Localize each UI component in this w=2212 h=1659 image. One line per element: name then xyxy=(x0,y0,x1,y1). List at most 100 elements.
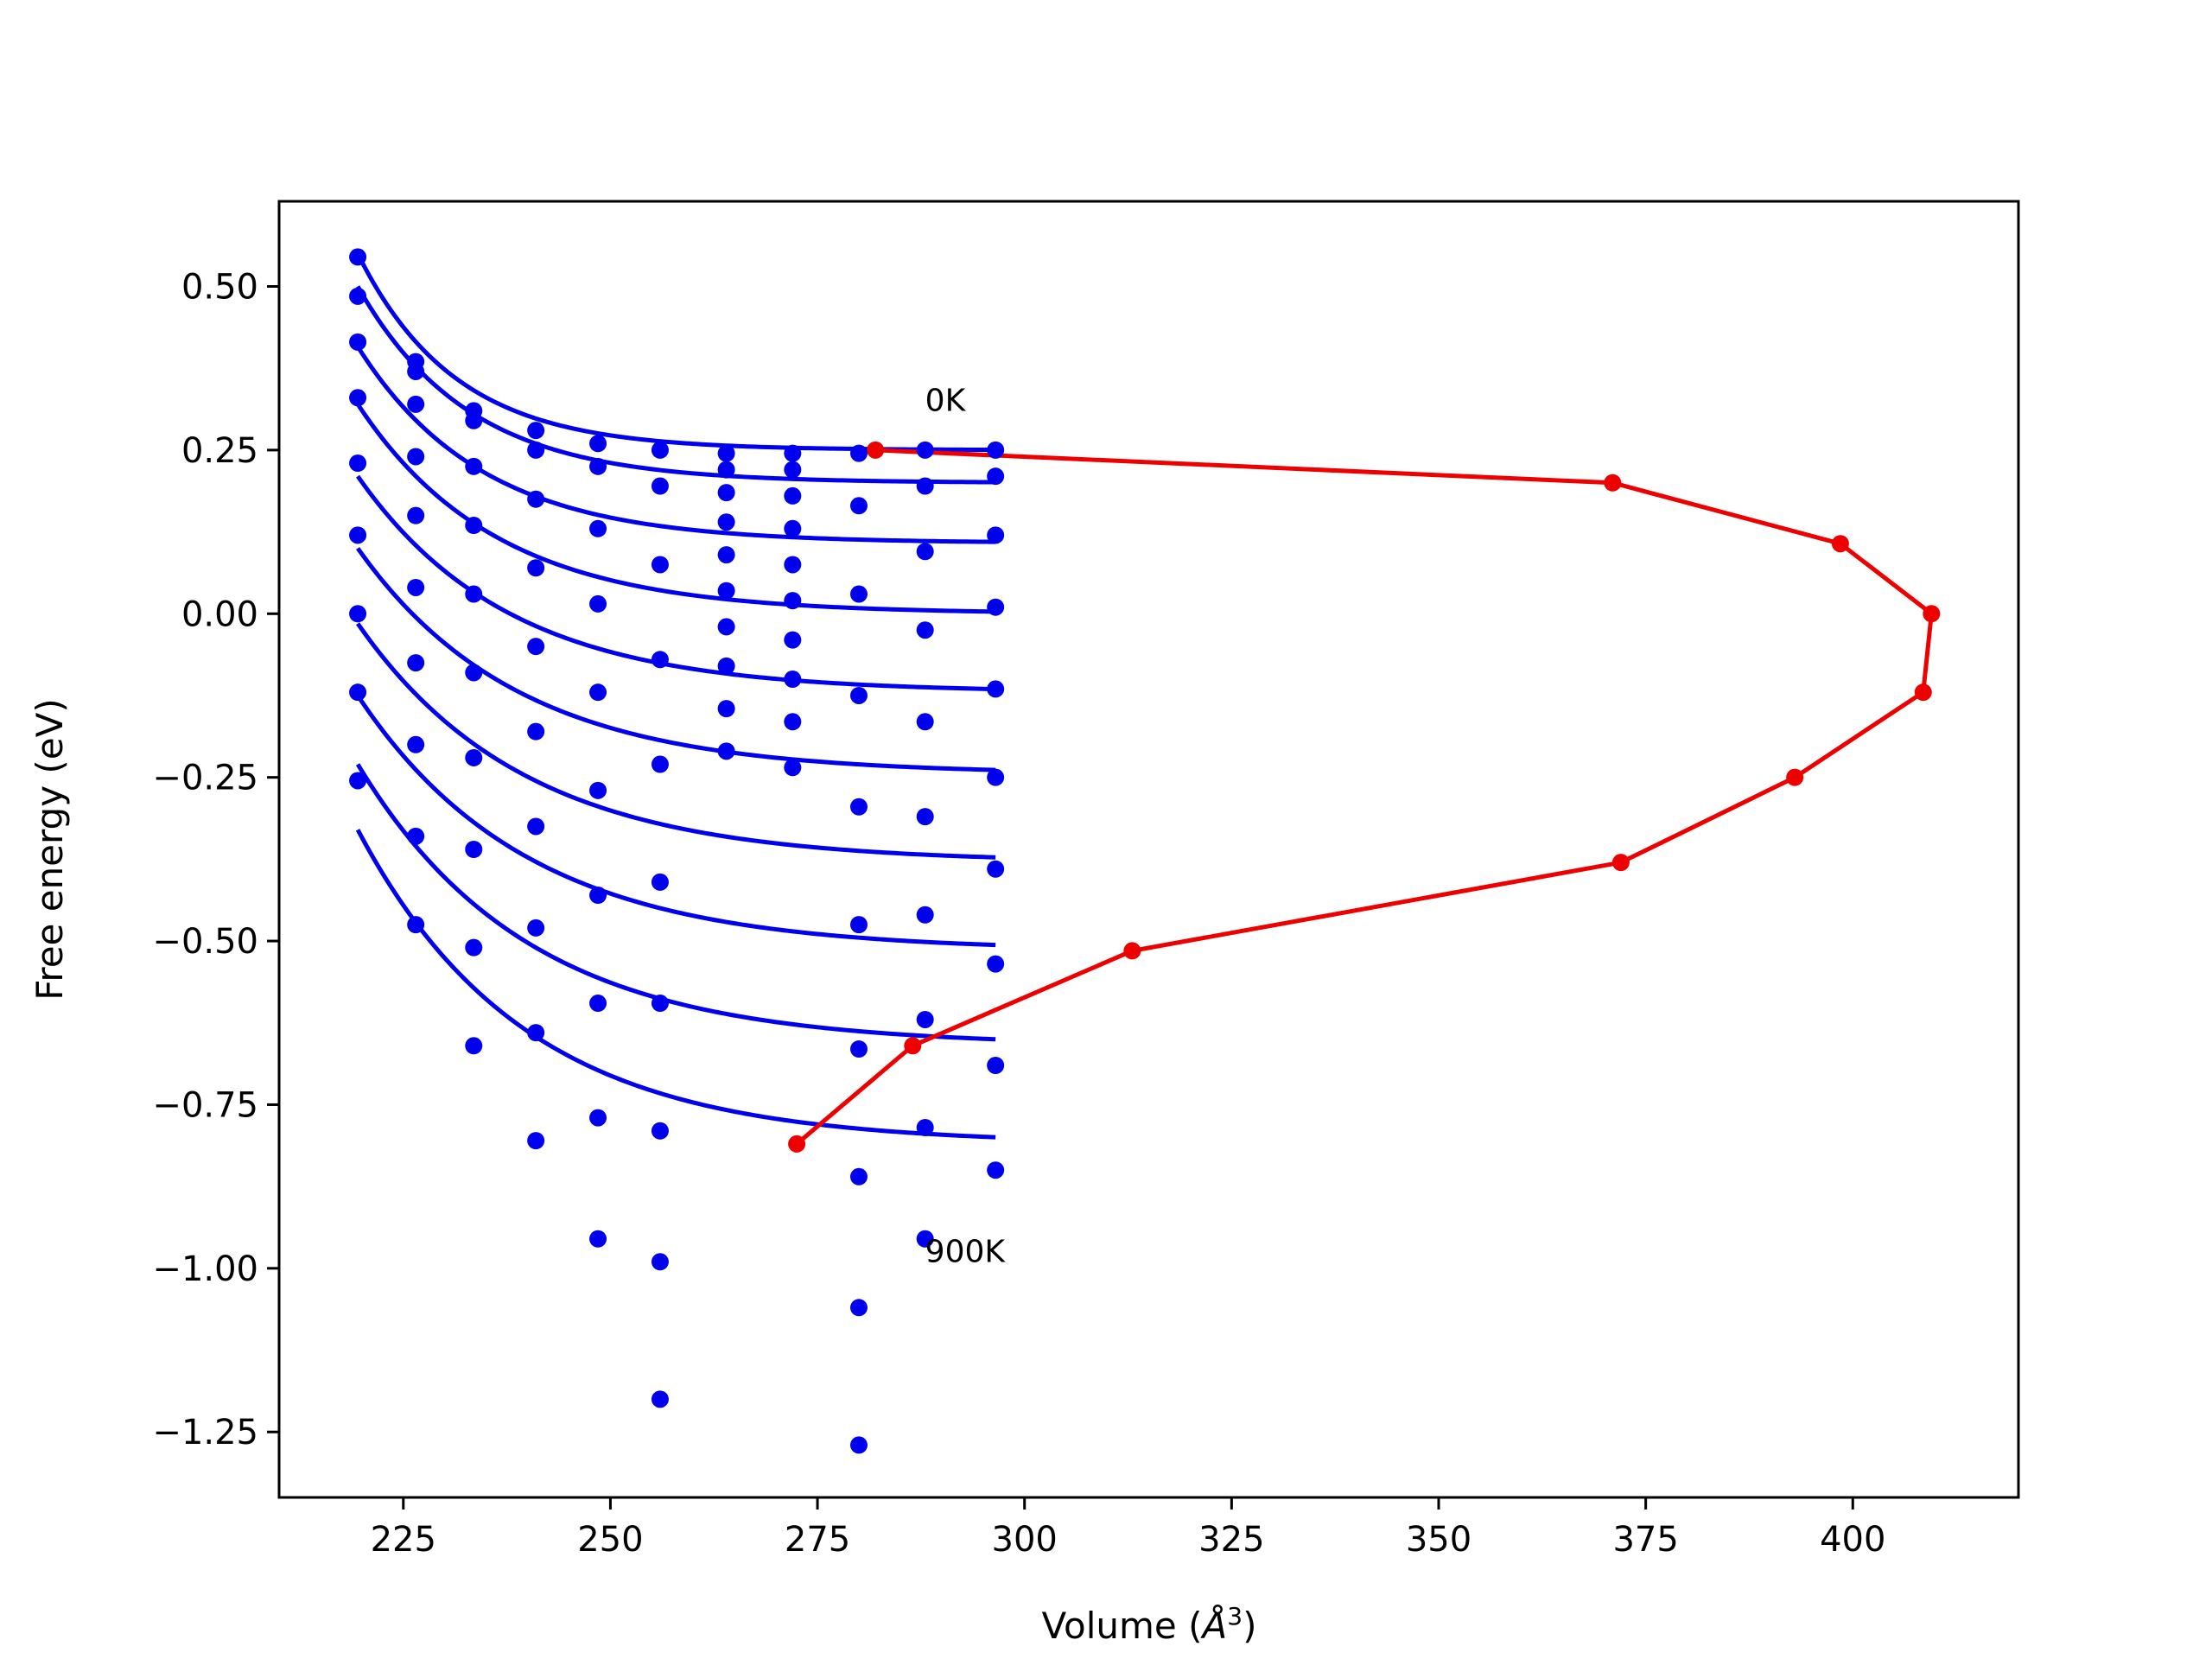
data-point xyxy=(784,671,802,689)
data-point xyxy=(850,1436,868,1454)
data-point xyxy=(651,873,669,891)
data-point xyxy=(784,759,802,777)
equilibrium-point xyxy=(1914,683,1932,702)
data-point xyxy=(717,513,735,531)
fit-curve-3 xyxy=(355,403,996,614)
data-points xyxy=(349,248,1005,1454)
data-point xyxy=(784,444,802,462)
data-point xyxy=(527,490,545,508)
data-point xyxy=(916,713,934,731)
fit-curve-8 xyxy=(355,763,996,1042)
data-point xyxy=(465,1037,483,1055)
data-point xyxy=(916,441,934,459)
data-point xyxy=(465,585,483,603)
x-tick-label: 300 xyxy=(992,1520,1058,1560)
data-point xyxy=(407,362,425,380)
data-point xyxy=(850,497,868,515)
data-point xyxy=(784,592,802,610)
data-point xyxy=(349,526,367,544)
equilibrium-point xyxy=(1831,535,1849,553)
annotation-label: 900K xyxy=(925,1234,1007,1269)
data-point xyxy=(651,1122,669,1140)
x-axis-ticks: 225 250 275 300 325 350 375 400 xyxy=(371,1497,1885,1560)
y-tick-label: −1.25 xyxy=(152,1413,258,1452)
data-point xyxy=(589,781,607,799)
x-tick-label: 275 xyxy=(785,1520,850,1560)
data-point xyxy=(717,657,735,675)
data-point xyxy=(589,457,607,475)
data-point xyxy=(987,467,1005,486)
data-point xyxy=(589,683,607,702)
y-tick-label: 0.00 xyxy=(181,594,258,634)
equilibrium-point xyxy=(1611,854,1630,872)
data-point xyxy=(987,441,1005,459)
data-point xyxy=(349,287,367,305)
data-point xyxy=(527,638,545,656)
fit-curve-9 xyxy=(355,829,996,1140)
data-point xyxy=(916,1118,934,1136)
data-point xyxy=(784,556,802,574)
data-point xyxy=(651,1253,669,1271)
data-point xyxy=(407,735,425,753)
plot-frame xyxy=(277,200,2020,1499)
data-point xyxy=(987,526,1005,544)
data-point xyxy=(651,441,669,459)
fit-curve-7 xyxy=(355,694,996,948)
data-point xyxy=(527,722,545,741)
data-point xyxy=(850,1299,868,1317)
data-point xyxy=(527,559,545,577)
data-point xyxy=(850,916,868,934)
x-axis-label: Volume (Å3) xyxy=(1042,1602,1257,1648)
data-point xyxy=(850,1040,868,1058)
data-point xyxy=(465,938,483,957)
data-point xyxy=(407,654,425,672)
data-point xyxy=(850,585,868,603)
data-point xyxy=(784,486,802,505)
data-point xyxy=(717,700,735,718)
data-point xyxy=(349,683,367,702)
data-point xyxy=(407,506,425,524)
fit-curves xyxy=(355,252,996,1140)
data-point xyxy=(987,768,1005,786)
y-tick-label: −0.25 xyxy=(152,759,258,798)
data-point xyxy=(527,441,545,459)
x-tick-label: 250 xyxy=(577,1520,643,1560)
data-point xyxy=(784,461,802,479)
fit-curve-1 xyxy=(355,285,996,485)
fit-curve-2 xyxy=(355,345,996,544)
x-tick-label: 225 xyxy=(371,1520,436,1560)
data-point xyxy=(717,582,735,600)
equilibrium-point xyxy=(1786,768,1804,786)
equilibrium-point xyxy=(788,1135,806,1153)
data-point xyxy=(784,631,802,649)
x-tick-label: 325 xyxy=(1198,1520,1264,1560)
data-point xyxy=(784,519,802,537)
data-point xyxy=(527,817,545,836)
data-point xyxy=(349,248,367,266)
data-point xyxy=(717,461,735,479)
data-point xyxy=(651,477,669,495)
data-point xyxy=(589,594,607,613)
data-point xyxy=(407,395,425,413)
data-point xyxy=(916,543,934,561)
data-point xyxy=(987,955,1005,973)
data-point xyxy=(916,477,934,495)
data-point xyxy=(589,887,607,905)
data-point xyxy=(850,798,868,816)
data-point xyxy=(717,444,735,462)
data-point xyxy=(850,686,868,704)
data-point xyxy=(407,578,425,596)
data-point xyxy=(916,1010,934,1028)
data-point xyxy=(717,618,735,636)
data-point xyxy=(465,411,483,429)
data-point xyxy=(465,841,483,858)
data-point xyxy=(349,454,367,473)
equilibrium-point xyxy=(1604,474,1622,492)
data-point xyxy=(987,598,1005,616)
data-point xyxy=(349,333,367,351)
data-point xyxy=(651,651,669,669)
y-tick-label: −1.00 xyxy=(152,1249,258,1289)
equilibrium-point xyxy=(1123,942,1141,960)
fit-curve-5 xyxy=(356,547,996,772)
